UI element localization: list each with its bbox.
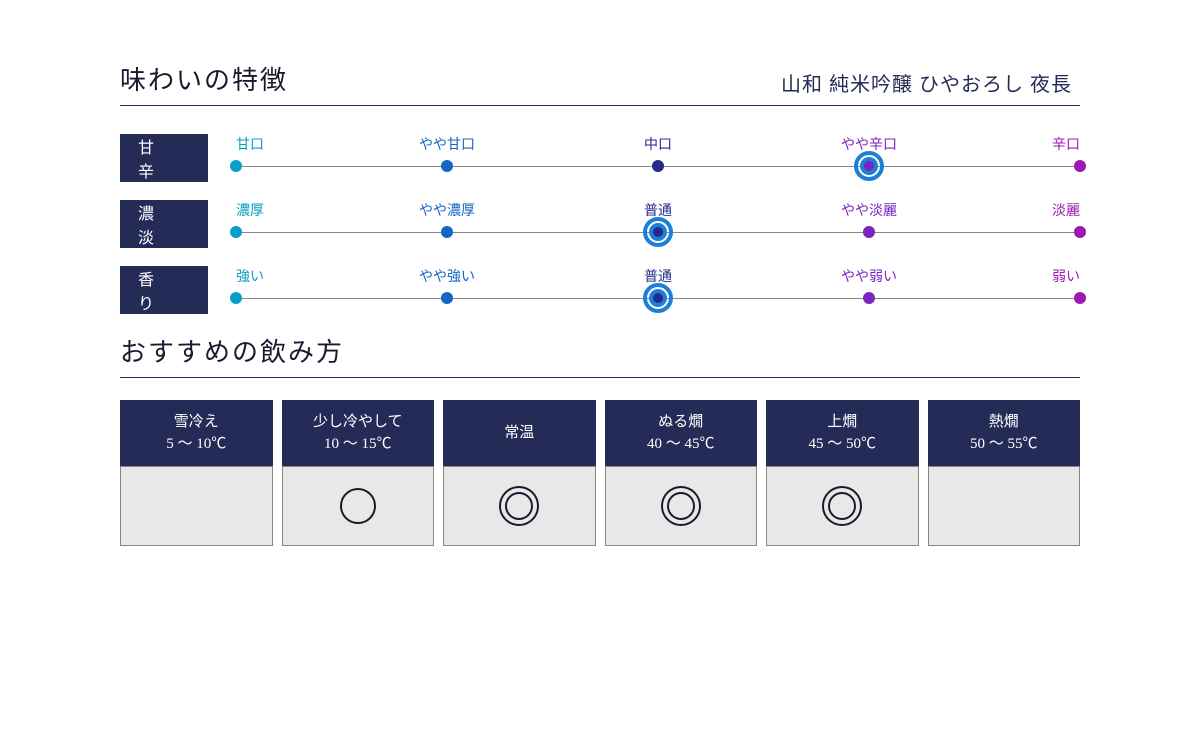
product-name: 山和 純米吟醸 ひやおろし 夜長 — [781, 68, 1080, 97]
flavor-scale-group: 甘 辛甘口やや甘口中口やや辛口辛口濃 淡濃厚やや濃厚普通やや淡麗淡麗香 り強いや… — [120, 134, 1080, 314]
flavor-row: 甘 辛甘口やや甘口中口やや辛口辛口 — [120, 134, 1080, 182]
temperature-column: ぬる燗40 〜 45℃ — [605, 400, 758, 546]
temperature-column: 少し冷やして10 〜 15℃ — [282, 400, 435, 546]
scale-tick-label: やや強い — [419, 266, 475, 286]
temperature-range: 5 〜 10℃ — [166, 433, 226, 456]
temperature-name: ぬる燗 — [658, 411, 703, 434]
scale-tick-label: 弱い — [1052, 266, 1080, 286]
temperature-column: 常温 — [443, 400, 596, 546]
drink-section-title: おすすめの飲み方 — [120, 332, 1080, 378]
scale-tick-label: やや甘口 — [419, 134, 475, 154]
temperature-name: 雪冷え — [174, 411, 219, 434]
scale-tick-label: やや弱い — [841, 266, 897, 286]
taste-header: 味わいの特徴 山和 純米吟醸 ひやおろし 夜長 — [120, 60, 1080, 106]
temperature-header: 少し冷やして10 〜 15℃ — [282, 400, 435, 466]
temperature-header: 常温 — [443, 400, 596, 466]
temperature-range: 40 〜 45℃ — [647, 433, 715, 456]
temperature-column: 上燗45 〜 50℃ — [766, 400, 919, 546]
temperature-table: 雪冷え5 〜 10℃少し冷やして10 〜 15℃常温ぬる燗40 〜 45℃上燗4… — [120, 400, 1080, 546]
scale-dot — [441, 160, 453, 172]
temperature-cell — [120, 466, 273, 546]
scale-dot — [1074, 292, 1086, 304]
temperature-name: 熱燗 — [989, 411, 1019, 434]
recommend-mark-double — [822, 486, 862, 526]
flavor-scale: 甘口やや甘口中口やや辛口辛口 — [236, 134, 1080, 182]
recommend-mark-double-inner — [505, 492, 533, 520]
scale-dot — [863, 226, 875, 238]
recommend-mark-double — [499, 486, 539, 526]
scale-tick-label: やや淡麗 — [841, 200, 897, 220]
temperature-range: 10 〜 15℃ — [324, 433, 392, 456]
temperature-name: 少し冷やして — [313, 411, 403, 434]
flavor-row-label: 香 り — [120, 266, 208, 314]
recommend-mark-double-inner — [828, 492, 856, 520]
scale-dot — [230, 226, 242, 238]
flavor-scale: 濃厚やや濃厚普通やや淡麗淡麗 — [236, 200, 1080, 248]
temperature-column: 熱燗50 〜 55℃ — [928, 400, 1081, 546]
flavor-scale: 強いやや強い普通やや弱い弱い — [236, 266, 1080, 314]
flavor-row-label: 濃 淡 — [120, 200, 208, 248]
temperature-header: ぬる燗40 〜 45℃ — [605, 400, 758, 466]
scale-tick-label: 甘口 — [236, 134, 264, 154]
recommend-mark-single — [340, 488, 376, 524]
scale-tick-label: やや濃厚 — [419, 200, 475, 220]
temperature-name: 上燗 — [827, 411, 857, 434]
scale-dot — [230, 292, 242, 304]
scale-tick-label: 強い — [236, 266, 264, 286]
flavor-row: 香 り強いやや強い普通やや弱い弱い — [120, 266, 1080, 314]
temperature-name: 常温 — [504, 422, 534, 445]
temperature-column: 雪冷え5 〜 10℃ — [120, 400, 273, 546]
temperature-range: 45 〜 50℃ — [808, 433, 876, 456]
temperature-cell — [766, 466, 919, 546]
selection-ring-inner — [649, 289, 667, 307]
flavor-row-label: 甘 辛 — [120, 134, 208, 182]
temperature-cell — [605, 466, 758, 546]
scale-dot — [441, 292, 453, 304]
temperature-cell — [928, 466, 1081, 546]
scale-dot — [1074, 226, 1086, 238]
temperature-header: 雪冷え5 〜 10℃ — [120, 400, 273, 466]
recommend-mark-double-inner — [667, 492, 695, 520]
temperature-header: 上燗45 〜 50℃ — [766, 400, 919, 466]
taste-section-title: 味わいの特徴 — [120, 60, 288, 97]
scale-dot — [863, 292, 875, 304]
scale-tick-label: 濃厚 — [236, 200, 264, 220]
scale-tick-label: 辛口 — [1052, 134, 1080, 154]
selection-ring-inner — [649, 223, 667, 241]
temperature-range: 50 〜 55℃ — [970, 433, 1038, 456]
scale-dot — [652, 160, 664, 172]
scale-dot — [230, 160, 242, 172]
selection-ring-inner — [860, 157, 878, 175]
temperature-header: 熱燗50 〜 55℃ — [928, 400, 1081, 466]
scale-dot — [1074, 160, 1086, 172]
flavor-row: 濃 淡濃厚やや濃厚普通やや淡麗淡麗 — [120, 200, 1080, 248]
temperature-cell — [282, 466, 435, 546]
scale-tick-label: 中口 — [644, 134, 672, 154]
scale-tick-label: 淡麗 — [1052, 200, 1080, 220]
temperature-cell — [443, 466, 596, 546]
recommend-mark-double — [661, 486, 701, 526]
scale-dot — [441, 226, 453, 238]
